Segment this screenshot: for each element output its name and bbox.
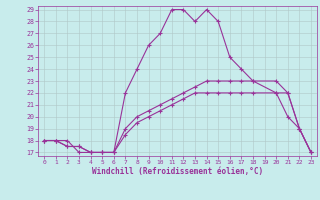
X-axis label: Windchill (Refroidissement éolien,°C): Windchill (Refroidissement éolien,°C) [92,167,263,176]
